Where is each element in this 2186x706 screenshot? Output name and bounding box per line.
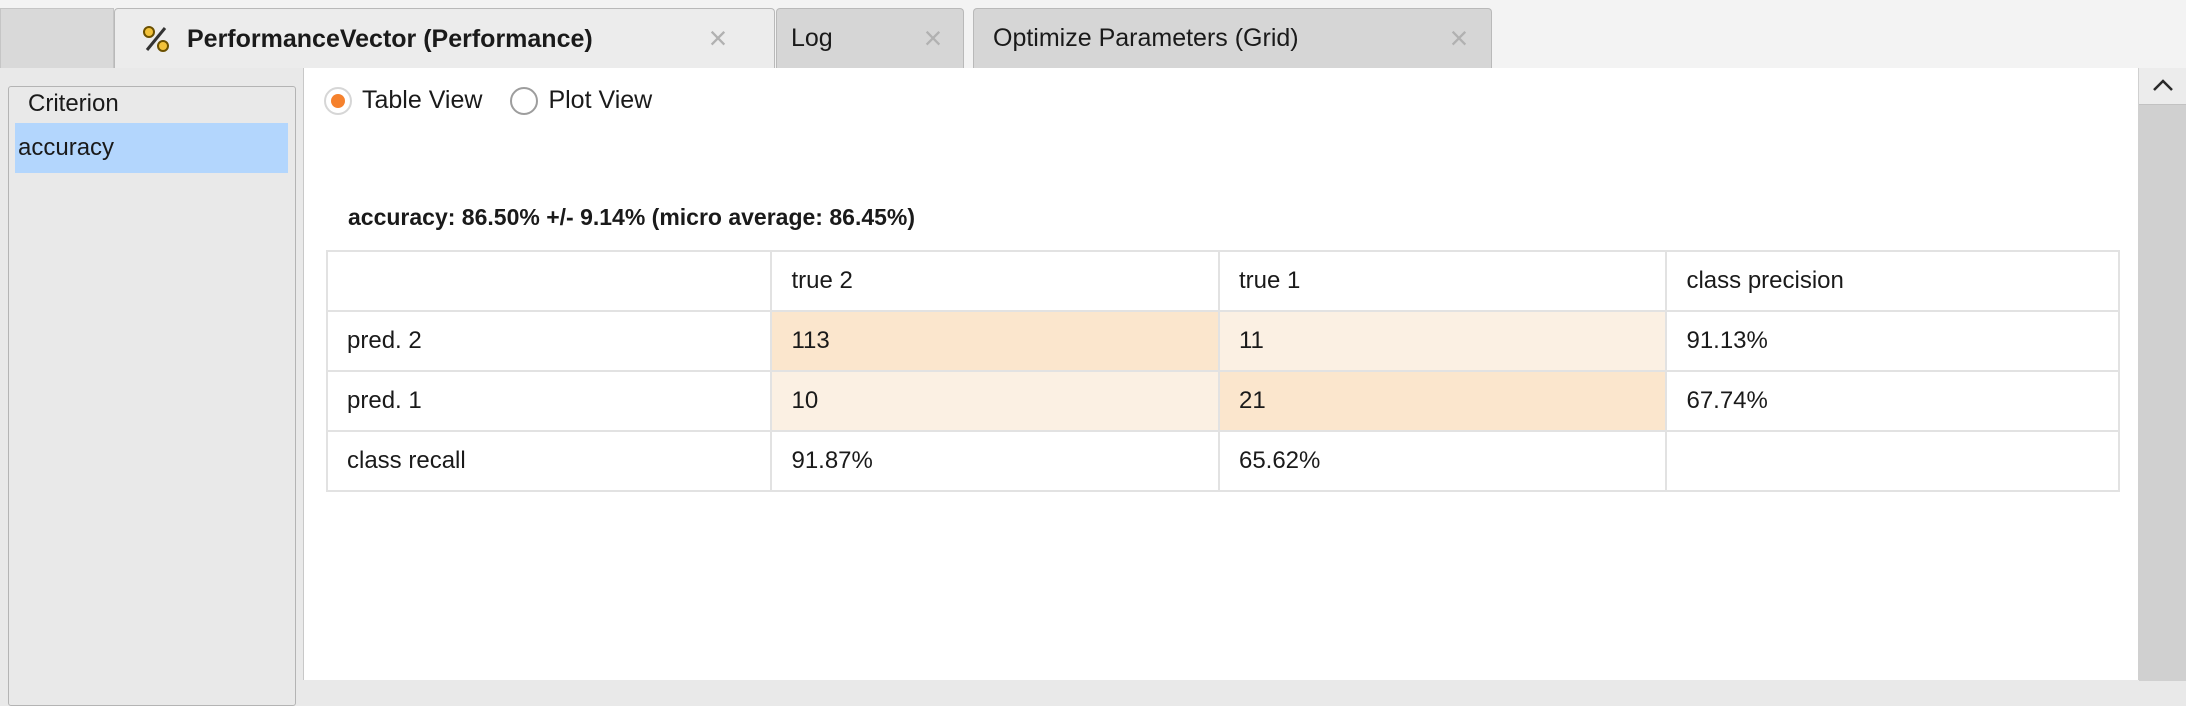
plot-view-radio[interactable]	[510, 86, 539, 115]
empty-cell	[1665, 430, 2120, 492]
table-header-row: true 2 true 1 class precision	[325, 250, 2120, 312]
tab-performance-vector[interactable]: PerformanceVector (Performance) ×	[114, 8, 775, 69]
criterion-item-accuracy[interactable]: accuracy	[15, 123, 288, 173]
table-row: class recall 91.87% 65.62%	[325, 430, 2120, 492]
close-icon[interactable]: ×	[1449, 20, 1469, 56]
row-label: pred. 2	[325, 310, 773, 372]
tab-optimize-parameters[interactable]: Optimize Parameters (Grid) ×	[973, 8, 1492, 68]
precision-cell: 91.13%	[1665, 310, 2120, 372]
percent-icon	[139, 22, 173, 56]
recall-cell: 65.62%	[1217, 430, 1668, 492]
view-selector: Table View Plot View	[324, 86, 680, 115]
table-row: pred. 2 113 11 91.13%	[325, 310, 2120, 372]
precision-cell: 67.74%	[1665, 370, 2120, 432]
table-view-radio[interactable]	[324, 86, 352, 115]
confusion-matrix: true 2 true 1 class precision pred. 2 11…	[325, 250, 2120, 492]
row-label: class recall	[325, 430, 773, 492]
header-cell	[325, 250, 773, 312]
header-cell: class precision	[1665, 250, 2120, 312]
accuracy-summary: accuracy: 86.50% +/- 9.14% (micro averag…	[348, 204, 916, 230]
criterion-group: Criterion accuracy	[8, 86, 296, 706]
tab-overflow-stub	[0, 8, 114, 68]
performance-view: Table View Plot View accuracy: 86.50% +/…	[304, 68, 2138, 680]
close-icon[interactable]: ×	[708, 20, 728, 56]
table-row: pred. 1 10 21 67.74%	[325, 370, 2120, 432]
scroll-thumb[interactable]	[2139, 104, 2186, 681]
tab-label: Optimize Parameters (Grid)	[993, 24, 1299, 52]
tab-label: Log	[791, 24, 833, 52]
criterion-legend: Criterion	[25, 90, 122, 118]
scroll-up-button[interactable]	[2139, 68, 2186, 102]
matrix-cell: 11	[1217, 310, 1668, 372]
recall-cell: 91.87%	[770, 430, 1220, 492]
header-cell: true 2	[770, 250, 1220, 312]
plot-view-label[interactable]: Plot View	[548, 86, 653, 114]
row-label: pred. 1	[325, 370, 773, 432]
matrix-cell: 113	[770, 310, 1220, 372]
close-icon[interactable]: ×	[923, 20, 943, 56]
tab-log[interactable]: Log ×	[776, 8, 964, 68]
matrix-cell: 21	[1217, 370, 1668, 432]
table-view-label[interactable]: Table View	[362, 86, 483, 114]
tab-label: PerformanceVector (Performance)	[187, 24, 593, 53]
header-cell: true 1	[1217, 250, 1668, 312]
vertical-scrollbar[interactable]	[2138, 68, 2186, 681]
criterion-panel: Criterion accuracy	[0, 68, 304, 706]
chevron-up-icon	[2152, 79, 2173, 91]
matrix-cell: 10	[770, 370, 1220, 432]
tab-bar: PerformanceVector (Performance) × Log × …	[0, 0, 2186, 69]
